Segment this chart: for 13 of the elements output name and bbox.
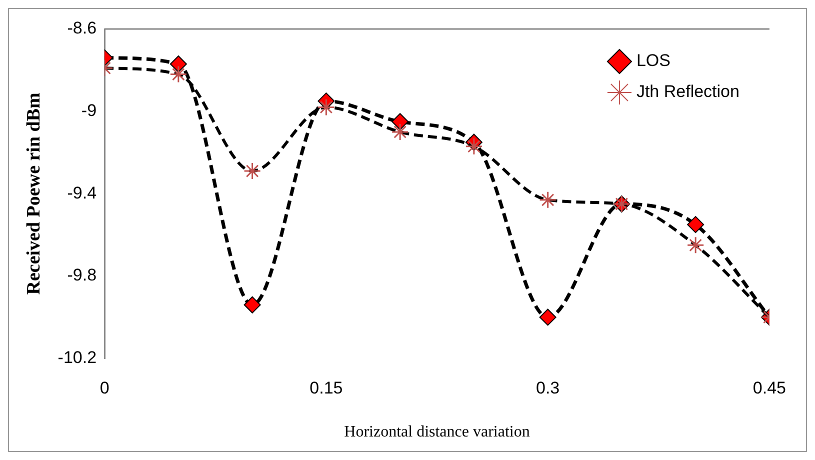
x-tick-label: 0	[100, 378, 110, 398]
y-tick-label: -9.8	[67, 266, 97, 285]
x-tick-label: 0.45	[752, 378, 786, 398]
legend-label: Jth Reflection	[636, 82, 740, 102]
x-tick-label: 0.3	[536, 378, 560, 398]
y-tick-label: -10.2	[58, 348, 97, 368]
x-axis-title: Horizontal distance variation	[344, 424, 530, 441]
y-axis-title: Received Poewe rin dBm	[23, 92, 44, 295]
y-tick-label: -8.6	[67, 18, 97, 38]
y-tick-label: -9	[81, 101, 97, 120]
y-tick-label: -9.4	[67, 183, 97, 202]
legend-label: LOS	[636, 51, 670, 70]
x-tick-label: 0.15	[310, 378, 343, 398]
